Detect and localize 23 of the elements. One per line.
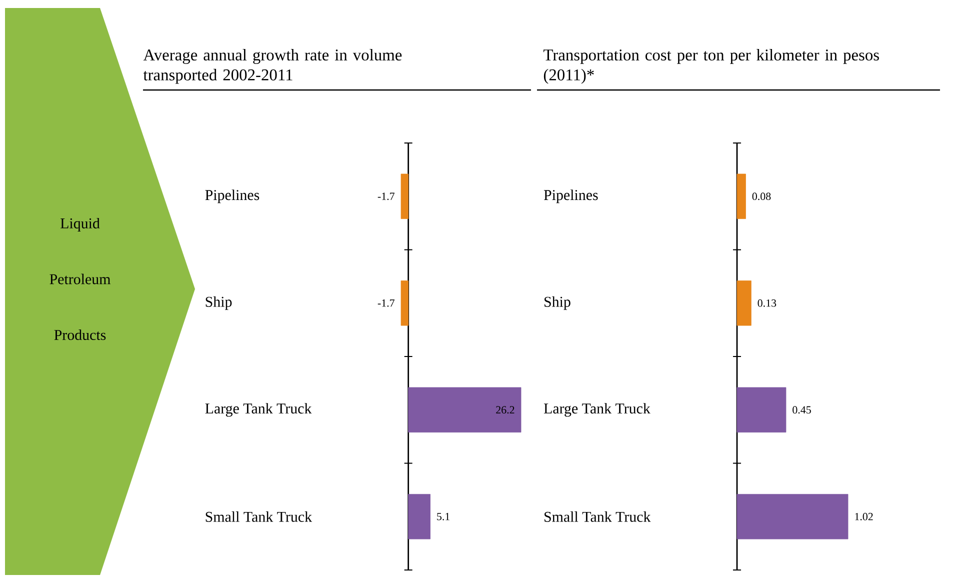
y-tick-label: Ship — [544, 296, 570, 310]
data-label: 0.45 — [792, 406, 811, 414]
y-tick-label: Pipelines — [205, 190, 260, 204]
y-tick-label: Large Tank Truck — [205, 403, 312, 417]
bar — [736, 387, 786, 432]
bar — [736, 280, 752, 326]
y-tick-label: Pipelines — [544, 190, 598, 204]
bar — [736, 174, 746, 219]
chart-title: Transportation cost per ton per kilometer in pesos (2011)* — [544, 48, 879, 84]
data-label: -1.7 — [378, 192, 394, 200]
bar — [736, 494, 848, 540]
data-label: -1.7 — [378, 299, 394, 307]
data-label: 26.2 — [496, 406, 514, 414]
text: Liquid Petroleum Products — [50, 218, 110, 340]
y-tick-label: Large Tank Truck — [544, 403, 650, 417]
chart-title: Average annual growth rate in volume transported 2002-2011 — [143, 48, 402, 84]
y-tick-label: Ship — [206, 296, 232, 310]
data-label: 5.1 — [437, 512, 450, 520]
data-label: 0.08 — [752, 192, 771, 200]
y-tick-label: Small Tank Truck — [206, 511, 312, 522]
data-label: 1.02 — [855, 512, 873, 520]
y-tick-label: Small Tank Truck — [544, 511, 651, 522]
data-label: 0.13 — [758, 299, 776, 307]
